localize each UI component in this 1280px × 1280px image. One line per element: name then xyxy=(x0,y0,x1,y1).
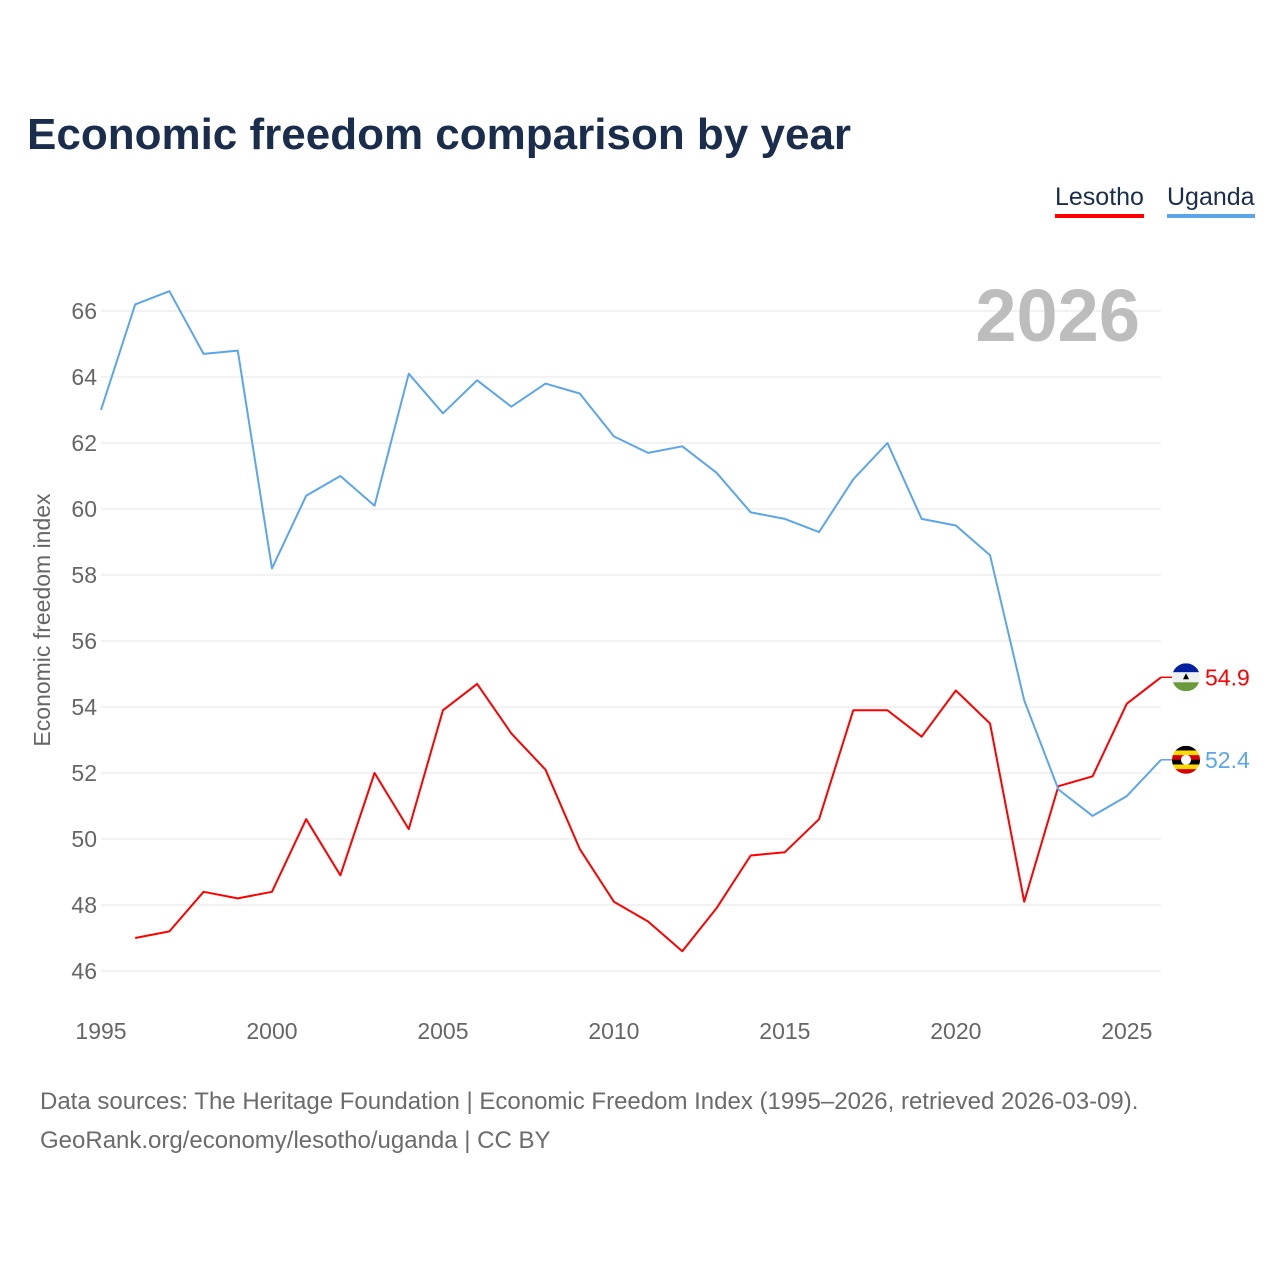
y-tick-label: 58 xyxy=(71,562,97,588)
y-tick-label: 62 xyxy=(71,430,97,456)
end-value-label-lesotho: 54.9 xyxy=(1205,664,1250,690)
y-tick-label: 60 xyxy=(71,496,97,522)
y-tick-label: 52 xyxy=(71,760,97,786)
x-tick-label: 2025 xyxy=(1101,1018,1152,1044)
year-watermark: 2026 xyxy=(975,274,1140,357)
y-tick-label: 50 xyxy=(71,826,97,852)
x-tick-label: 2000 xyxy=(246,1018,297,1044)
flag-body xyxy=(1172,745,1200,774)
x-tick-label: 2015 xyxy=(759,1018,810,1044)
legend-item-uganda[interactable]: Uganda xyxy=(1167,183,1255,218)
y-tick-label: 46 xyxy=(71,958,97,984)
footer-sources: Data sources: The Heritage Foundation | … xyxy=(40,1088,1139,1115)
flag-stripe xyxy=(1172,663,1200,673)
y-tick-label: 48 xyxy=(71,892,97,918)
chart-title: Economic freedom comparison by year xyxy=(27,110,852,159)
flag-stripe xyxy=(1172,745,1200,751)
flag-uganda-icon xyxy=(1172,745,1200,774)
series-line-lesotho xyxy=(135,676,1162,953)
y-tick-label: 64 xyxy=(71,364,97,390)
end-value-label-uganda: 52.4 xyxy=(1205,747,1250,773)
legend-item-lesotho[interactable]: Lesotho xyxy=(1055,183,1144,218)
footer-attribution: GeoRank.org/economy/lesotho/uganda | CC … xyxy=(40,1127,551,1154)
flag-stripe xyxy=(1172,764,1200,770)
flag-stripe xyxy=(1172,769,1200,774)
flag-stripe xyxy=(1172,682,1200,692)
x-tick-label: 1995 xyxy=(75,1018,126,1044)
y-tick-label: 66 xyxy=(71,298,97,324)
y-axis-label: Economic freedom index xyxy=(29,493,55,747)
flag-body xyxy=(1172,663,1200,692)
series-line-uganda xyxy=(100,290,1162,817)
flag-stripe xyxy=(1172,750,1200,756)
x-tick-label: 2010 xyxy=(588,1018,639,1044)
flag-hat xyxy=(1183,673,1189,680)
x-tick-label: 2020 xyxy=(930,1018,981,1044)
y-tick-label: 54 xyxy=(71,694,97,720)
y-tick-label: 56 xyxy=(71,628,97,654)
flag-lesotho-icon xyxy=(1172,663,1200,692)
x-tick-label: 2005 xyxy=(417,1018,468,1044)
flag-emblem xyxy=(1181,754,1191,765)
